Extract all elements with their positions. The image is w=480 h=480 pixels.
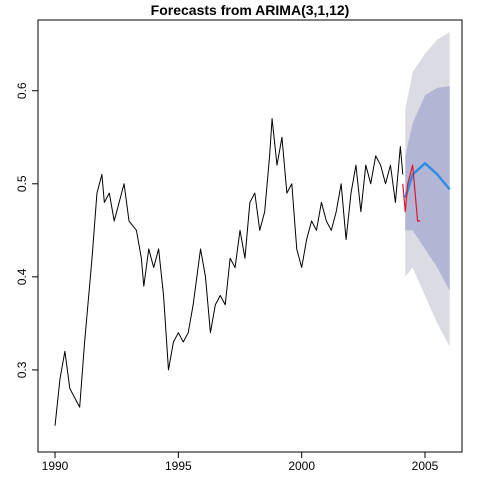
plot-frame [37,19,463,453]
chart-title: Forecasts from ARIMA(3,1,12) [151,2,350,18]
x-tick-label: 2000 [288,459,315,473]
y-tick-label: 0.4 [15,268,29,285]
y-tick-label: 0.6 [15,82,29,99]
series-line [404,162,451,199]
series-line [402,164,421,222]
interval-band [405,86,450,291]
x-tick-label: 1990 [42,459,69,473]
y-tick-label: 0.5 [15,175,29,192]
y-tick-label: 0.3 [15,361,29,378]
series-line [54,118,404,426]
x-tick-label: 1995 [165,459,192,473]
x-tick-label: 2005 [412,459,439,473]
